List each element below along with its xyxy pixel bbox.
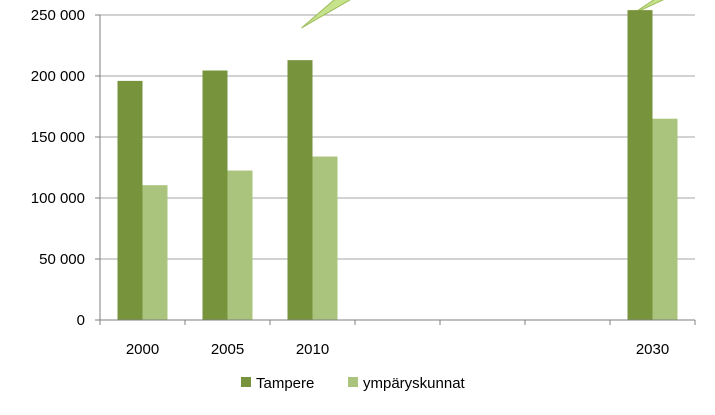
bars — [117, 10, 678, 321]
x-tick-label: 2010 — [296, 341, 329, 358]
bar-tampere-2000 — [117, 80, 143, 320]
y-tick-label: 200 000 — [31, 68, 85, 85]
bar-ymp-ryskunnat-2010 — [312, 156, 338, 320]
legend-label-tampere: Tampere — [256, 375, 314, 392]
y-tick-label: 0 — [77, 312, 85, 329]
bar-ymp-ryskunnat-2000 — [142, 185, 168, 320]
legend: Tampere ympäryskunnat — [241, 375, 466, 392]
bar-tampere-2010 — [287, 60, 313, 320]
legend-label-ymparyskunnat: ympäryskunnat — [363, 375, 466, 392]
callout-pointer — [301, 0, 351, 29]
bar-tampere-2030 — [627, 10, 653, 321]
y-tick-label: 50 000 — [39, 251, 85, 268]
bar-ymp-ryskunnat-2030 — [652, 118, 678, 320]
x-tick-label: 2030 — [636, 341, 669, 358]
legend-swatch-ymparyskunnat — [348, 377, 358, 387]
y-tick-label: 250 000 — [31, 7, 85, 24]
gridlines — [100, 14, 695, 260]
x-tick-label: 2000 — [126, 341, 159, 358]
axes: 0 50 000 100 000 150 000 200 000 250 000 2000 2… — [31, 7, 696, 358]
bar-tampere-2005 — [202, 70, 228, 320]
x-tick-label: 2005 — [211, 341, 244, 358]
y-tick-label: 150 000 — [31, 129, 85, 146]
legend-swatch-tampere — [241, 377, 251, 387]
bar-ymp-ryskunnat-2005 — [227, 170, 253, 320]
y-tick-label: 100 000 — [31, 190, 85, 207]
